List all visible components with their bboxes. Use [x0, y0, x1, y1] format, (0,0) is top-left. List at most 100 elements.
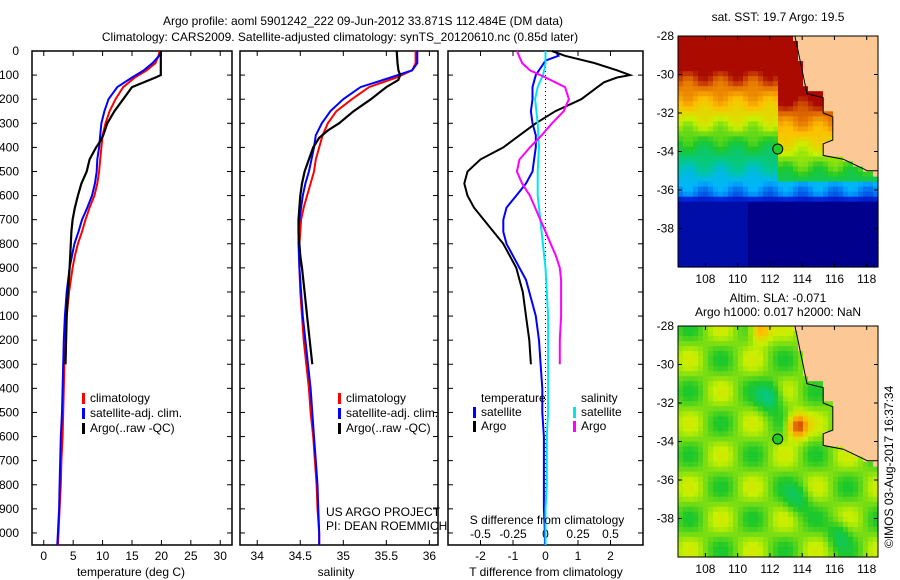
map-cell	[848, 341, 854, 347]
map-cell	[848, 131, 854, 137]
map-cell	[718, 216, 724, 223]
map-cell	[838, 216, 844, 223]
map-cell	[773, 136, 779, 142]
map-cell	[683, 206, 689, 213]
map-cell	[808, 436, 814, 443]
map-cell	[818, 381, 824, 387]
map-cell	[863, 156, 869, 163]
map-cell	[768, 106, 774, 112]
map-cell	[743, 481, 749, 488]
map-cell	[748, 376, 754, 382]
map-cell	[828, 76, 834, 82]
map-cell	[678, 516, 684, 523]
map-cell	[848, 506, 854, 513]
map-cell	[738, 466, 744, 473]
map-cell	[718, 56, 724, 62]
x-tick-label: 35.5	[375, 549, 399, 563]
map-cell	[828, 231, 834, 238]
map-cell	[718, 501, 724, 508]
map-cell	[708, 171, 714, 178]
map-cell	[858, 176, 864, 183]
map-cell	[798, 441, 804, 448]
map-cell	[823, 41, 829, 47]
map-cell	[828, 416, 834, 422]
map-cell	[688, 262, 694, 268]
map-cell	[733, 211, 739, 218]
map-cell	[803, 211, 809, 218]
map-cell	[833, 366, 839, 372]
map-cell	[683, 246, 689, 253]
map-cell	[678, 36, 684, 42]
map-cell	[793, 176, 799, 183]
map-cell	[703, 71, 709, 77]
map-cell	[718, 456, 724, 463]
map-cell	[738, 71, 744, 77]
map-cell	[858, 391, 864, 397]
map-cell	[798, 116, 804, 122]
map-cell	[828, 336, 834, 342]
map-cell	[678, 156, 684, 163]
map-cell	[788, 131, 794, 137]
map-cell	[768, 456, 774, 463]
x-tick-label: 35	[337, 549, 351, 563]
map-cell	[858, 101, 864, 107]
map-cell	[858, 346, 864, 352]
map-cell	[828, 552, 834, 558]
y-tick-label: 100	[0, 68, 19, 82]
map-cell	[733, 486, 739, 493]
map-cell	[698, 516, 704, 523]
map-cell	[763, 71, 769, 77]
map-cell	[678, 511, 684, 518]
map-cell	[763, 262, 769, 268]
map-cell	[763, 156, 769, 163]
map-cell	[843, 196, 849, 203]
map-cell	[803, 262, 809, 268]
map-cell	[778, 376, 784, 382]
map-cell	[778, 186, 784, 193]
map-cell	[758, 446, 764, 453]
map-cell	[823, 466, 829, 473]
map-cell	[688, 121, 694, 127]
map-cell	[873, 331, 879, 337]
map-cell	[688, 171, 694, 178]
map-cell	[753, 246, 759, 253]
map-cell	[713, 536, 719, 543]
map-cell	[818, 356, 824, 362]
map-cell	[778, 116, 784, 122]
map-cell	[853, 101, 859, 107]
map-cell	[688, 426, 694, 432]
map-cell	[828, 481, 834, 488]
map-cell	[753, 351, 759, 357]
map-cell	[688, 441, 694, 448]
map-cell	[698, 126, 704, 132]
map-cell	[858, 396, 864, 402]
map-cell	[768, 451, 774, 458]
map-cell	[688, 126, 694, 132]
map-cell	[753, 106, 759, 112]
map-cell	[798, 406, 804, 412]
map-cell	[853, 36, 859, 42]
map-cell	[688, 116, 694, 122]
map-cell	[688, 351, 694, 357]
map-cell	[803, 96, 809, 102]
map-cell	[808, 241, 814, 248]
map-cell	[783, 46, 789, 52]
map-cell	[828, 61, 834, 67]
map-cell	[768, 116, 774, 122]
map-cell	[758, 196, 764, 203]
map-cell	[758, 211, 764, 218]
map-cell	[683, 391, 689, 397]
map-cell	[698, 396, 704, 402]
map-cell	[868, 541, 874, 548]
map-cell	[833, 186, 839, 193]
map-cell	[818, 126, 824, 132]
map-cell	[698, 246, 704, 253]
map-cell	[798, 421, 804, 427]
map-cell	[863, 46, 869, 52]
map-cell	[838, 156, 844, 163]
map-cell	[768, 391, 774, 397]
map-cell	[748, 436, 754, 443]
map-cell	[858, 426, 864, 432]
map-cell	[793, 251, 799, 258]
map-cell	[818, 101, 824, 107]
